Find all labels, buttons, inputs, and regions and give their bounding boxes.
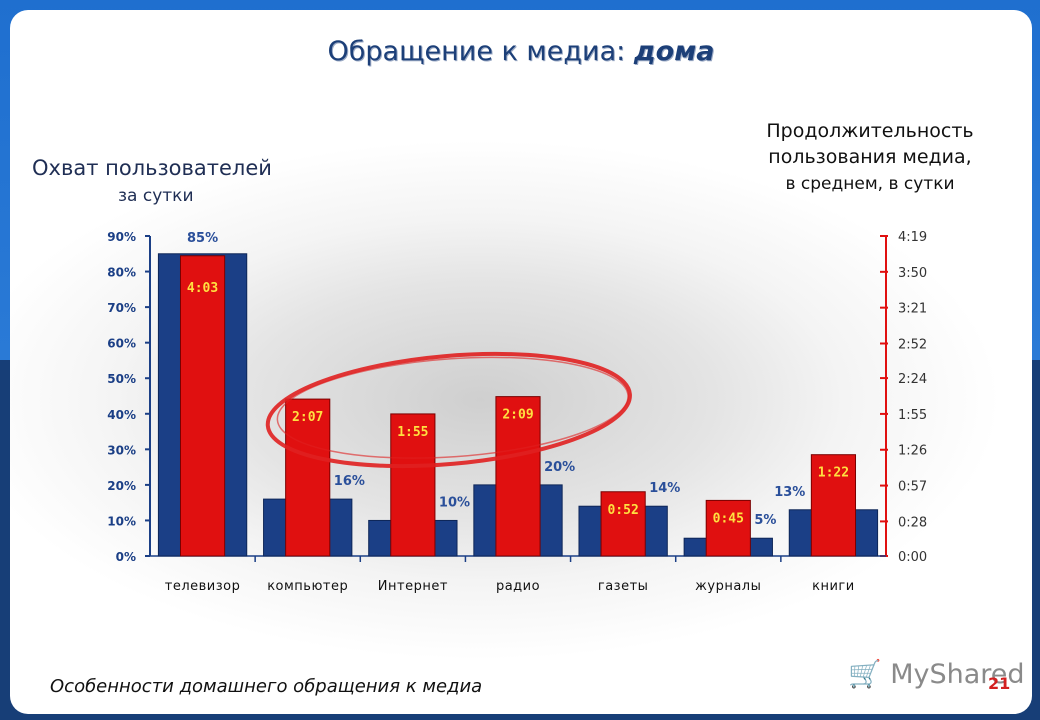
right-axis-tick-label: 2:24 [898,372,927,387]
left-axis-tick-label: 40% [107,408,136,422]
right-axis-tick-label: 3:21 [898,302,927,317]
slide-title: Обращение к медиа: дома [10,36,1032,67]
duration-bar [285,398,331,557]
duration-bar [810,454,857,557]
left-axis-tick-label: 50% [107,372,136,386]
page-number: 21 [988,674,1011,693]
duration-data-label: 0:52 [607,503,638,518]
right-axis-tick-label: 2:52 [898,337,927,352]
highlight-ellipse-stroke [276,356,629,459]
reach-data-label: 10% [439,495,470,510]
right-axis-tick-label: 1:55 [898,408,927,423]
category-label: Интернет [378,579,448,594]
left-axis-tick-label: 0% [116,550,136,564]
watermark: 🛒 MyShared [848,658,1025,690]
left-axis-tick-label: 90% [107,230,136,244]
slide: Обращение к медиа: дома Охват пользовате… [10,10,1032,714]
left-axis-caption: Охват пользователей [32,156,272,180]
duration-data-label: 2:07 [292,410,323,425]
right-axis-tick-label: 0:57 [898,480,927,495]
right-axis-tick-label: 0:00 [898,550,927,565]
duration-bar [600,491,646,557]
left-axis-tick-label: 80% [107,266,136,280]
category-label: журналы [695,579,761,594]
right-axis-caption-line1: Продолжительность [766,120,974,142]
duration-bar [390,413,436,557]
duration-data-label: 0:45 [713,511,744,526]
duration-data-label: 1:55 [397,425,428,440]
left-axis-tick-label: 60% [107,337,136,351]
duration-bar [495,396,541,557]
right-axis-tick-label: 3:50 [898,266,927,281]
right-axis-subcaption: в среднем, в сутки [785,174,955,194]
duration-data-label: 4:03 [187,281,218,296]
right-axis-caption: Продолжительность пользования медиа, [710,118,1030,170]
media-chart: 0% 10% 20% 30% 40% 50% 60% 70% 80% 90% 0:00 0:28 0:5… [107,230,927,594]
category-label: телевизор [165,579,241,594]
slide-footer: Особенности домашнего обращения к медиа [50,676,483,697]
reach-data-label: 14% [649,481,680,496]
left-axis-tick-label: 20% [107,479,136,493]
duration-data-label: 2:09 [502,408,533,423]
reach-data-label: 20% [544,460,575,475]
title-emphasis: дома [633,36,715,67]
right-axis-tick-label: 4:19 [898,230,927,245]
right-axis-caption-line2: пользования медиа, [768,146,972,168]
category-label: газеты [598,579,649,594]
left-axis-subcaption: за сутки [118,186,194,206]
left-axis-tick-label: 70% [107,301,136,315]
title-main: Обращение к медиа: [327,36,626,67]
reach-data-label: 85% [187,231,218,246]
reach-data-label: 5% [754,513,776,528]
left-axis-tick-label: 30% [107,443,136,457]
right-axis-tick-label: 1:26 [898,444,927,459]
watermark-text: MyShared [890,659,1025,690]
reach-data-label: 13% [774,485,805,500]
duration-bar [179,255,226,557]
duration-data-label: 1:22 [818,466,849,481]
category-label: компьютер [267,579,348,594]
right-axis-tick-label: 0:28 [898,515,927,530]
highlight-ellipse [265,351,632,469]
category-label: радио [496,579,540,594]
duration-bar [705,499,751,557]
reach-data-label: 16% [334,474,365,489]
category-label: книги [812,579,855,594]
cart-icon: 🛒 [848,659,882,690]
left-axis-tick-label: 10% [107,514,136,528]
